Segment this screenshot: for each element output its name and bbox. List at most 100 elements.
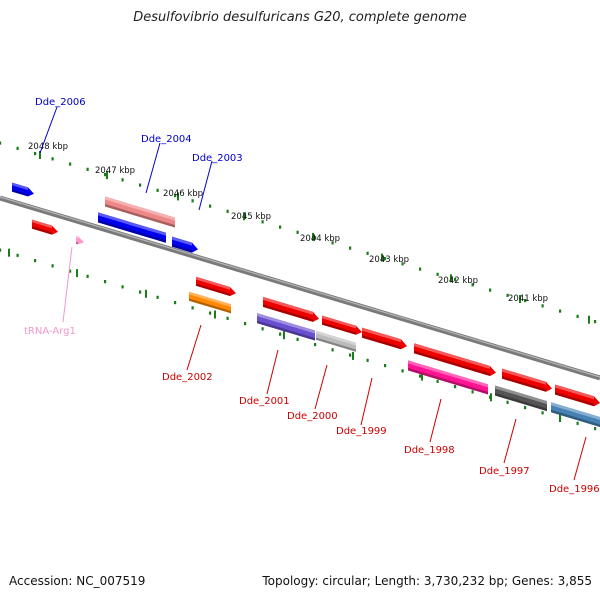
scale-dot xyxy=(51,157,54,161)
scale-dot xyxy=(594,427,597,431)
feature-shadow xyxy=(76,241,78,245)
feature-bevel xyxy=(257,313,315,334)
feature-upper-2[interactable] xyxy=(98,212,166,243)
feature-lower-6[interactable] xyxy=(322,315,362,335)
scale-dot xyxy=(139,183,142,187)
callout-line xyxy=(429,398,442,443)
feature-shadow xyxy=(105,204,175,228)
scale-dot xyxy=(244,322,247,326)
feature-lower-12[interactable] xyxy=(495,385,547,412)
feature-label[interactable]: Dde_2002 xyxy=(162,372,213,383)
scale-dot xyxy=(86,167,89,171)
feature-lower-3[interactable] xyxy=(189,291,231,314)
feature-lower-9[interactable] xyxy=(414,343,496,376)
feature-label[interactable]: Dde_2001 xyxy=(239,396,290,407)
scale-label: 2041 kbp xyxy=(508,294,548,304)
feature-label[interactable]: Dde_2004 xyxy=(141,134,192,145)
feature-label[interactable]: Dde_2006 xyxy=(35,97,86,108)
feature-shadow xyxy=(263,304,313,322)
feature-lower-14[interactable] xyxy=(551,402,600,427)
feature-lower-10[interactable] xyxy=(408,360,488,395)
feature-upper-0[interactable] xyxy=(12,182,34,197)
feature-label[interactable]: tRNA-Arg1 xyxy=(24,326,76,337)
feature-bevel xyxy=(495,385,547,405)
feature-shadow xyxy=(172,244,192,253)
scale-dot xyxy=(69,162,72,166)
scale-label: 2046 kbp xyxy=(163,189,203,199)
feature-label[interactable]: Dde_2000 xyxy=(287,411,338,422)
scale-labels: 2048 kbp 2047 kbp 2046 kbp 2045 kbp 2044 kbp… xyxy=(28,142,548,304)
feature-upper-1[interactable] xyxy=(105,196,175,228)
scale-ticks-top xyxy=(0,141,597,324)
map-title: Desulfovibrio desulfuricans G20, complet… xyxy=(133,10,467,25)
feature-lower-1[interactable] xyxy=(76,235,84,245)
scale-dot xyxy=(34,259,37,263)
scale-label: 2047 kbp xyxy=(95,166,135,176)
scale-dot xyxy=(174,194,177,198)
feature-shadow xyxy=(551,409,600,427)
feature-label[interactable]: Dde_1997 xyxy=(479,466,530,477)
scale-dot xyxy=(174,301,177,305)
feature-bevel xyxy=(32,219,52,229)
feature-bevel xyxy=(316,330,356,346)
scale-dot xyxy=(331,241,334,245)
scale-dot xyxy=(261,220,264,224)
feature-bevel xyxy=(196,276,230,290)
feature-label[interactable]: Dde_2003 xyxy=(192,153,243,164)
feature-shadow xyxy=(257,320,315,341)
feature-bevel xyxy=(172,236,192,246)
scale-dot xyxy=(436,379,439,383)
scale-dot xyxy=(384,257,387,261)
feature-upper-3[interactable] xyxy=(172,236,198,253)
feature-shadow xyxy=(555,392,594,407)
feature-bevel xyxy=(408,360,488,388)
feature-bevel xyxy=(322,315,356,329)
scale-dot xyxy=(139,290,142,294)
feature-bevel xyxy=(76,235,78,239)
feature-label[interactable]: Dde_1996 xyxy=(549,484,600,495)
feature-lower-0[interactable] xyxy=(32,219,58,235)
scale-label: 2042 kbp xyxy=(438,276,478,286)
scale-dot xyxy=(0,248,2,252)
scale-dot xyxy=(104,280,107,284)
scale-dot xyxy=(261,327,264,331)
scale-dot xyxy=(436,272,439,276)
scale-dot xyxy=(506,400,509,404)
feature-label[interactable]: Dde_1999 xyxy=(336,426,387,437)
feature-lower-8[interactable] xyxy=(362,327,407,350)
feature-bevel xyxy=(12,182,28,191)
callout-line xyxy=(186,324,202,371)
scale-dot xyxy=(314,343,317,347)
scale-dot xyxy=(384,364,387,368)
scale-dot xyxy=(401,262,404,266)
scale-dot xyxy=(366,251,369,255)
callout-line xyxy=(62,246,73,323)
feature-label[interactable]: Dde_1998 xyxy=(404,445,455,456)
scale-dot xyxy=(191,199,194,203)
scale-dot xyxy=(419,267,422,271)
feature-lower-5[interactable] xyxy=(257,313,315,341)
scale-dot xyxy=(576,421,579,425)
feature-shadow xyxy=(12,189,28,197)
feature-shadow xyxy=(495,393,547,412)
feature-lower-11[interactable] xyxy=(502,368,552,392)
scale-dot xyxy=(454,385,457,389)
feature-lower-13[interactable] xyxy=(555,384,600,407)
genome-summary: Topology: circular; Length: 3,730,232 bp… xyxy=(262,574,592,588)
feature-lower-2[interactable] xyxy=(196,276,236,296)
callout-line xyxy=(503,418,517,464)
feature-lower-4[interactable] xyxy=(263,296,319,322)
scale-dot xyxy=(314,236,317,240)
feature-bevel xyxy=(263,296,313,315)
scale-label: 2043 kbp xyxy=(369,255,409,265)
scale-dot xyxy=(419,374,422,378)
scale-dot xyxy=(226,209,229,213)
scale-label: 2048 kbp xyxy=(28,142,68,152)
callout-line xyxy=(360,377,373,426)
feature-bevel xyxy=(555,384,594,400)
scale-dot xyxy=(349,246,352,250)
feature-lower-7[interactable] xyxy=(316,330,356,352)
scale-dot xyxy=(16,253,19,257)
